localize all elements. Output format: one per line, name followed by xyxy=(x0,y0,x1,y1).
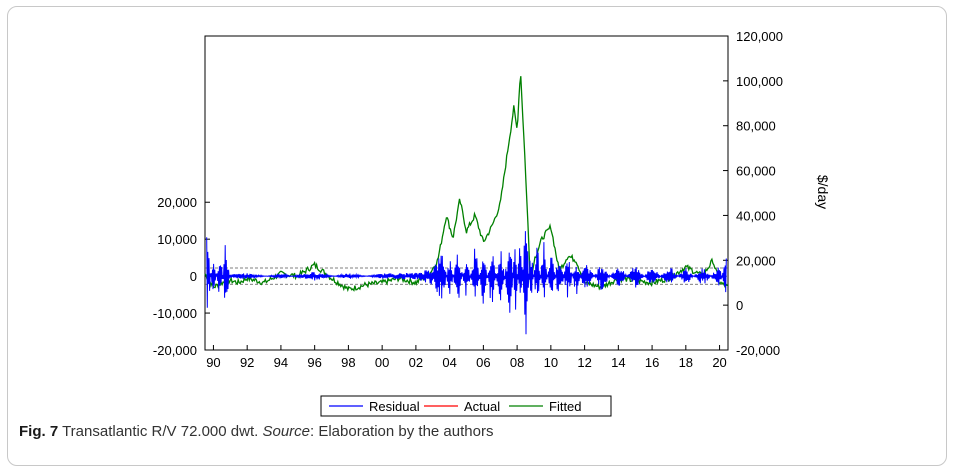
x-tick-label: 00 xyxy=(375,355,389,370)
right-tick-label: 60,000 xyxy=(736,164,776,179)
x-tick-label: 06 xyxy=(476,355,490,370)
legend-label-fitted: Fitted xyxy=(549,399,582,414)
figure-caption: Fig. 7 Transatlantic R/V 72.000 dwt. Sou… xyxy=(19,423,493,440)
x-tick-label: 14 xyxy=(611,355,625,370)
right-axis: -20,000 0 20,000 40,000 60,000 80,000 100,000 1… xyxy=(723,29,783,358)
line-chart: -20,000 -10,000 0 10,000 20,000 -20,000 0 20,0… xyxy=(153,29,831,417)
legend-label-actual: Actual xyxy=(464,399,500,414)
left-tick-label: 0 xyxy=(190,269,197,284)
x-tick-label: 96 xyxy=(307,355,321,370)
x-tick-label: 98 xyxy=(341,355,355,370)
left-tick-label: 10,000 xyxy=(157,232,197,247)
right-tick-label: 20,000 xyxy=(736,253,776,268)
legend-box xyxy=(320,395,612,417)
source-text: : Elaboration by the authors xyxy=(310,423,494,440)
right-tick-label: 120,000 xyxy=(736,29,783,44)
x-tick-label: 92 xyxy=(240,355,254,370)
x-tick-label: 16 xyxy=(645,355,659,370)
legend-label-residual: Residual xyxy=(369,399,420,414)
right-tick-label: 100,000 xyxy=(736,74,783,89)
right-axis-label: $/day xyxy=(815,175,831,209)
right-tick-label: 80,000 xyxy=(736,119,776,134)
x-tick-label: 12 xyxy=(577,355,591,370)
x-tick-label: 02 xyxy=(409,355,423,370)
right-tick-label: 0 xyxy=(736,298,743,313)
x-tick-label: 90 xyxy=(206,355,220,370)
x-axis: 90 92 94 96 98 00 02 04 06 08 10 12 14 16 18 20 xyxy=(206,345,727,370)
series-residual-line xyxy=(206,231,727,335)
left-tick-label: 20,000 xyxy=(157,195,197,210)
figure-label: Fig. 7 xyxy=(19,423,59,440)
right-tick-label: 40,000 xyxy=(736,208,776,223)
source-label: Source xyxy=(262,423,310,440)
left-tick-label: -10,000 xyxy=(153,306,197,321)
x-tick-label: 08 xyxy=(510,355,524,370)
x-tick-label: 10 xyxy=(544,355,558,370)
x-tick-label: 04 xyxy=(442,355,456,370)
x-tick-label: 20 xyxy=(712,355,726,370)
plot-area xyxy=(204,35,729,351)
series-fitted-line xyxy=(204,76,728,293)
left-axis: -20,000 -10,000 0 10,000 20,000 xyxy=(153,195,210,358)
legend: Residual Actual Fitted xyxy=(320,395,612,417)
figure-title: Transatlantic R/V 72.000 dwt. xyxy=(62,423,259,440)
left-tick-label: -20,000 xyxy=(153,343,197,358)
right-tick-label: -20,000 xyxy=(736,343,780,358)
x-tick-label: 18 xyxy=(679,355,693,370)
x-tick-label: 94 xyxy=(274,355,288,370)
series-layer xyxy=(204,76,728,335)
